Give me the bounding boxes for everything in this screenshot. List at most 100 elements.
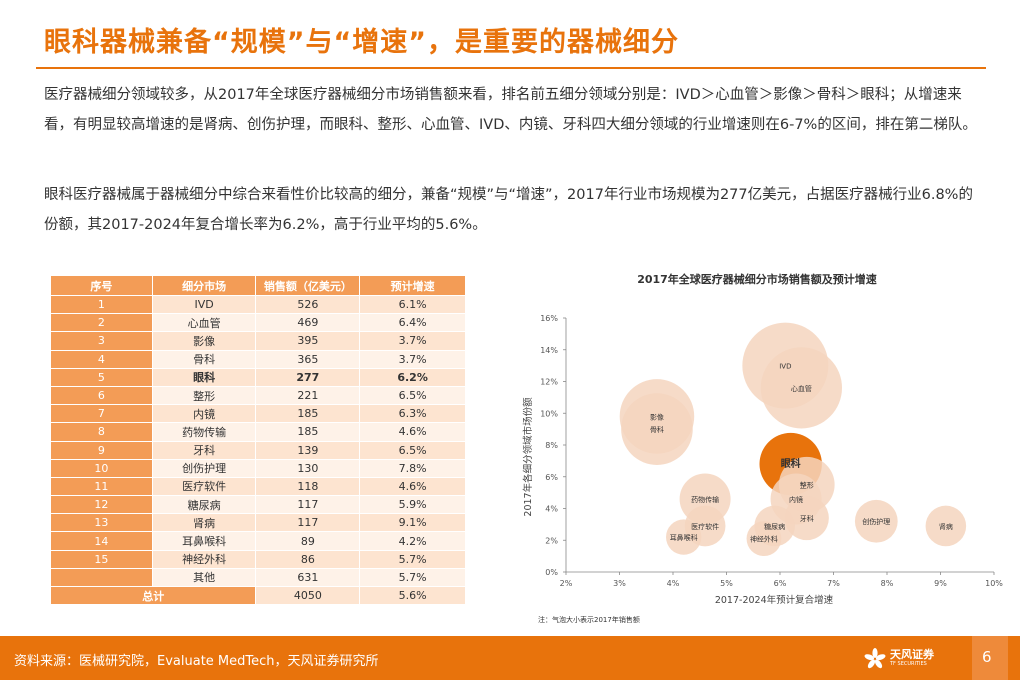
total-label: 总计	[49, 585, 257, 606]
cell-no: 1	[50, 294, 153, 315]
table-row: 6 整形 221 6.5%	[50, 385, 466, 406]
cell-market: 整形	[151, 385, 257, 406]
x-tick-label: 10%	[985, 579, 1003, 588]
chart-note: 注：气泡大小表示2017年销售额	[538, 615, 640, 624]
bubble-label: 神经外科	[750, 535, 778, 544]
bubble-label: 创伤护理	[862, 517, 890, 526]
x-tick-label: 8%	[881, 579, 894, 588]
table-row: 2 心血管 469 6.4%	[50, 313, 466, 333]
bubble-label: 牙科	[800, 514, 814, 523]
table-row: 其他 631 5.7%	[50, 567, 466, 588]
cell-market: 心血管	[151, 313, 257, 333]
bubble	[925, 505, 967, 547]
cell-no: 6	[50, 385, 153, 406]
cell-market: 医疗软件	[151, 476, 257, 497]
bubble-label: 药物传输	[691, 495, 719, 504]
x-tick-label: 3%	[613, 579, 626, 588]
bubble-label: 眼科	[781, 457, 801, 470]
footer-source: 资料来源：医械研究院，Evaluate MedTech，天风证券研究所	[14, 654, 379, 669]
cell-sales: 526	[255, 294, 361, 315]
total-sales: 4050	[255, 585, 361, 606]
bubble	[760, 347, 843, 429]
x-tick-label: 7%	[827, 579, 840, 588]
cell-no: 3	[50, 331, 153, 351]
bubble-label: 骨科	[650, 425, 664, 434]
cell-sales: 86	[255, 549, 361, 569]
cell-sales: 185	[255, 404, 361, 424]
cell-no: 11	[50, 476, 153, 497]
cell-market: 糖尿病	[151, 495, 257, 515]
cell-no: 2	[50, 313, 153, 333]
bubble-label: 影像	[650, 412, 664, 421]
bubble	[621, 393, 693, 465]
cell-sales: 395	[255, 331, 361, 351]
bubble-label: 内镜	[789, 495, 803, 504]
cell-no: 14	[50, 531, 153, 551]
cell-growth: 4.6%	[359, 422, 466, 442]
y-tick-label: 8%	[545, 441, 558, 450]
x-tick-label: 9%	[934, 579, 947, 588]
cell-growth: 6.5%	[359, 440, 466, 460]
cell-market: 耳鼻喉科	[151, 531, 257, 551]
y-tick-label: 14%	[540, 346, 558, 355]
cell-sales: 117	[255, 495, 361, 515]
cell-growth: 6.5%	[359, 385, 466, 406]
table-row: 15 神经外科 86 5.7%	[50, 549, 466, 569]
cell-growth: 6.4%	[359, 313, 466, 333]
table-row: 9 牙科 139 6.5%	[50, 440, 466, 460]
cell-market: 影像	[151, 331, 257, 351]
total-growth: 5.6%	[359, 585, 466, 606]
cell-growth: 6.1%	[359, 294, 466, 315]
cell-sales: 365	[255, 349, 361, 369]
cell-market: 创伤护理	[151, 458, 257, 478]
cell-growth: 3.7%	[359, 349, 466, 369]
header-market: 细分市场	[151, 275, 257, 296]
cell-no: 8	[50, 422, 153, 442]
chart-title: 2017年全球医疗器械细分市场销售额及预计增速	[637, 272, 877, 286]
logo-name: 天风证券	[890, 648, 934, 661]
x-tick-label: 6%	[774, 579, 787, 588]
cell-no: 13	[50, 513, 153, 533]
cell-sales: 130	[255, 458, 361, 478]
cell-no: 15	[50, 549, 153, 569]
cell-sales: 139	[255, 440, 361, 460]
tf-flower-icon	[864, 648, 886, 669]
bubble-label: 糖尿病	[764, 522, 785, 531]
x-tick-label: 4%	[667, 579, 680, 588]
cell-no: 9	[50, 440, 153, 460]
bubble	[784, 495, 829, 541]
cell-sales: 631	[255, 567, 361, 588]
cell-sales: 118	[255, 476, 361, 497]
logo-subtitle: TF SECURITIES	[890, 661, 927, 667]
header-growth: 预计增速	[359, 275, 466, 296]
y-tick-label: 10%	[540, 409, 558, 418]
y-tick-label: 2%	[545, 536, 558, 545]
cell-growth: 6.2%	[359, 367, 466, 387]
table-row: 10 创伤护理 130 7.8%	[50, 458, 466, 478]
page-number-box	[972, 636, 1008, 680]
y-axis-label: 2017年各细分领域市场份额	[522, 397, 534, 517]
y-tick-label: 12%	[540, 378, 558, 387]
table-row: 8 药物传输 185 4.6%	[50, 422, 466, 442]
cell-growth: 4.2%	[359, 531, 466, 551]
cell-no: 5	[50, 367, 153, 387]
slide-title: 眼科器械兼备“规模”与“增速”，是重要的器械细分	[44, 27, 679, 58]
bubble-chart: 2017年全球医疗器械细分市场销售额及预计增速 0% 2% 4% 6% 8% 10% 12% 1…	[522, 272, 1003, 624]
cell-no: 4	[50, 349, 153, 369]
cell-market: 肾病	[151, 513, 257, 533]
cell-growth: 5.9%	[359, 495, 466, 515]
bubble	[854, 499, 898, 543]
y-tick-label: 16%	[540, 314, 558, 323]
y-tick-label: 0%	[545, 568, 558, 577]
cell-sales: 277	[255, 367, 361, 387]
page-number: 6	[982, 648, 992, 666]
cell-growth: 5.7%	[359, 549, 466, 569]
x-axis-label: 2017-2024年预计复合增速	[715, 594, 834, 606]
cell-sales: 469	[255, 313, 361, 333]
bubble-label: 心血管	[791, 384, 812, 393]
cell-growth: 5.7%	[359, 567, 466, 588]
table-row: 5 眼科 277 6.2%	[50, 367, 466, 387]
cell-market: IVD	[151, 294, 257, 315]
cell-no	[50, 567, 153, 588]
cell-sales: 221	[255, 385, 361, 406]
